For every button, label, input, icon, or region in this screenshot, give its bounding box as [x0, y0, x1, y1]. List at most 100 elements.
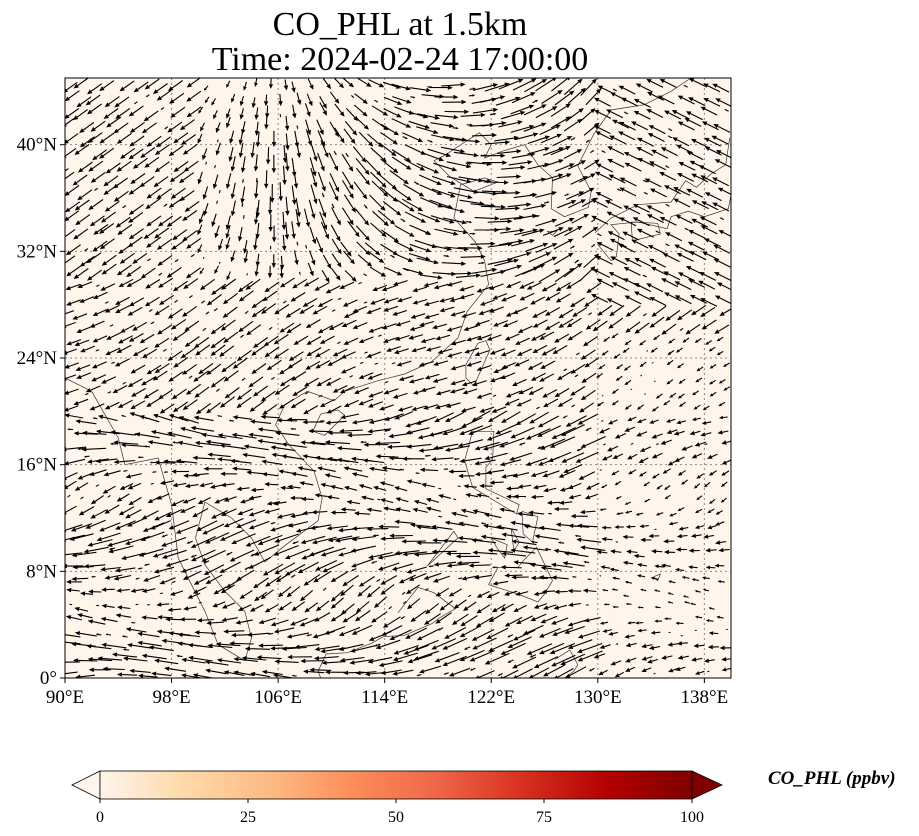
wind-vector: [325, 420, 347, 425]
wind-vector: [75, 674, 95, 678]
wind-vector: [542, 159, 564, 168]
wind-vector: [270, 376, 275, 380]
wind-vector: [630, 442, 634, 445]
wind-vector: [554, 217, 575, 227]
wind-vector: [182, 497, 196, 504]
wind-vector: [269, 183, 275, 203]
wind-vector: [664, 110, 682, 120]
wind-vector: [460, 406, 476, 413]
wind-vector: [712, 202, 730, 212]
latitude-tick-label: 0°: [40, 668, 57, 689]
wind-vector: [529, 654, 537, 658]
wind-vector: [716, 350, 724, 356]
wind-vector: [646, 79, 664, 88]
wind-vector: [433, 443, 459, 450]
wind-vector: [579, 509, 596, 515]
wind-vector: [320, 221, 329, 240]
wind-vector: [411, 405, 427, 411]
wind-vector: [721, 470, 730, 476]
wind-vector: [367, 428, 392, 434]
wind-vector: [90, 495, 105, 505]
wind-vector: [621, 97, 639, 107]
wind-vector: [551, 575, 569, 580]
wind-vector: [342, 575, 359, 587]
wind-vector: [543, 398, 559, 408]
wind-vector: [638, 457, 649, 463]
wind-vector: [171, 499, 185, 506]
wind-vector: [439, 297, 455, 303]
wind-vector: [299, 481, 314, 486]
wind-vector: [233, 670, 254, 676]
wind-vector: [87, 103, 103, 115]
wind-vector: [435, 334, 451, 341]
wind-vector: [447, 191, 473, 199]
wind-vector: [601, 536, 613, 542]
wind-vector: [74, 339, 90, 346]
wind-vector: [121, 635, 128, 638]
wind-vector: [101, 642, 127, 649]
wind-vector: [426, 346, 441, 352]
wind-vector: [251, 306, 267, 318]
wind-vector: [474, 574, 492, 580]
wind-vector: [88, 667, 111, 673]
wind-vector: [264, 482, 279, 487]
wind-vector: [158, 277, 174, 288]
wind-vector: [461, 312, 477, 318]
wind-vector: [87, 83, 103, 95]
wind-vector: [205, 311, 210, 315]
wind-vector: [688, 97, 706, 107]
wind-vector: [257, 439, 283, 445]
wind-vector: [587, 578, 592, 581]
wind-vector: [625, 657, 637, 663]
wind-vector: [368, 79, 385, 88]
wind-vector: [486, 226, 512, 232]
wind-vector: [264, 508, 280, 514]
wind-vector: [681, 576, 690, 580]
wind-vector: [295, 208, 301, 228]
wind-vector: [236, 396, 252, 409]
wind-vector: [197, 244, 203, 254]
wind-vector: [100, 566, 121, 572]
wind-vector: [472, 191, 498, 196]
wind-vector: [504, 333, 520, 341]
wind-vector: [229, 549, 255, 562]
wind-vector: [615, 375, 623, 381]
wind-vector: [410, 96, 416, 99]
wind-vector: [699, 272, 717, 281]
wind-vector: [139, 176, 155, 188]
wind-vector: [599, 427, 610, 434]
wind-vector: [434, 114, 459, 120]
wind-vector: [249, 419, 272, 424]
wind-vector: [459, 649, 485, 661]
wind-vector: [250, 487, 264, 493]
wind-vector: [240, 186, 246, 204]
wind-vector: [101, 263, 117, 275]
wind-vector: [661, 655, 673, 660]
wind-vector: [232, 357, 248, 369]
wind-vector: [392, 96, 412, 104]
wind-vector: [462, 388, 478, 395]
wind-vector: [113, 574, 132, 581]
wind-vector: [211, 283, 227, 295]
wind-vector: [382, 200, 402, 216]
wind-vector: [484, 452, 508, 461]
wind-vector: [527, 135, 551, 145]
wind-vector: [180, 347, 196, 359]
wind-vector: [293, 335, 309, 345]
wind-vector: [435, 612, 452, 624]
wind-vector: [394, 486, 408, 492]
wind-vector: [183, 606, 197, 611]
wind-vector: [465, 162, 472, 165]
wind-vector: [156, 188, 172, 200]
wind-vector: [623, 365, 631, 371]
wind-vector: [712, 83, 730, 93]
colorbar-gradient: [99, 770, 693, 800]
wind-vector: [571, 404, 576, 408]
wind-vector: [375, 639, 401, 650]
wind-vector: [624, 379, 632, 386]
wind-vector: [331, 309, 336, 312]
wind-vector: [535, 78, 557, 92]
wind-vector: [117, 224, 133, 235]
wind-vector: [169, 171, 185, 183]
wind-vector: [468, 563, 491, 568]
